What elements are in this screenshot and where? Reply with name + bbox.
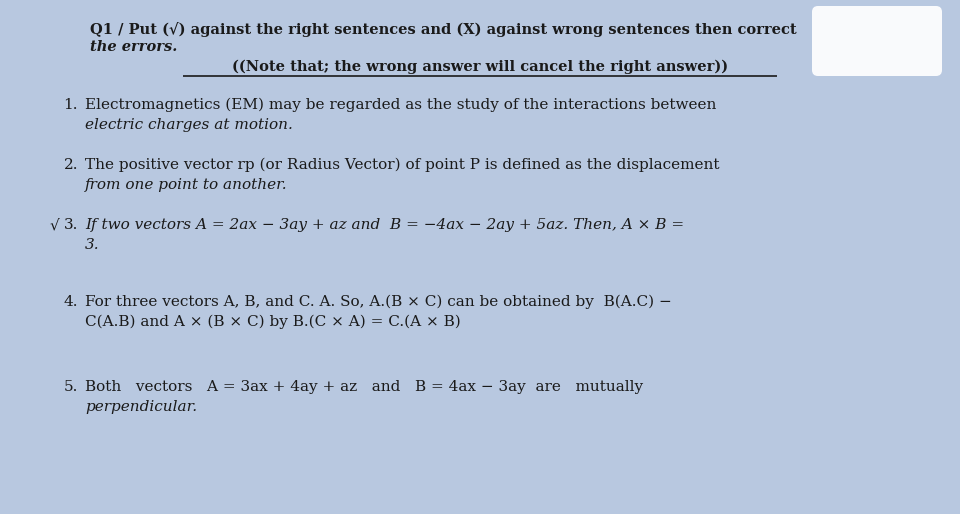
Text: The positive vector rp (or Radius Vector) of point P is defined as the displacem: The positive vector rp (or Radius Vector… [85, 158, 719, 172]
Text: electric charges at motion.: electric charges at motion. [85, 118, 293, 132]
Text: For three vectors A, B, and C. A. So, A.(B × C) can be obtained by  B(A.C) −: For three vectors A, B, and C. A. So, A.… [85, 295, 672, 309]
Text: Both   vectors   A = 3ax + 4ay + az   and   B = 4ax − 3ay  are   mutually: Both vectors A = 3ax + 4ay + az and B = … [85, 380, 643, 394]
Text: the errors.: the errors. [90, 40, 178, 54]
Text: Electromagnetics (EM) may be regarded as the study of the interactions between: Electromagnetics (EM) may be regarded as… [85, 98, 716, 113]
Text: √: √ [50, 218, 60, 232]
Text: perpendicular.: perpendicular. [85, 400, 197, 414]
Text: 1.: 1. [63, 98, 78, 112]
Text: 3.: 3. [63, 218, 78, 232]
Text: from one point to another.: from one point to another. [85, 178, 288, 192]
Text: 5.: 5. [63, 380, 78, 394]
FancyBboxPatch shape [812, 6, 942, 76]
Text: Q1 / Put (√) against the right sentences and (X) against wrong sentences then co: Q1 / Put (√) against the right sentences… [90, 22, 797, 37]
Text: ((Note that; the wrong answer will cancel the right answer)): ((Note that; the wrong answer will cance… [232, 60, 728, 75]
Text: 3.: 3. [85, 238, 100, 252]
Text: 4.: 4. [63, 295, 78, 309]
Text: If two vectors A = 2ax − 3ay + az and  B = −4ax − 2ay + 5az. Then, A × B =: If two vectors A = 2ax − 3ay + az and B … [85, 218, 684, 232]
Text: 2.: 2. [63, 158, 78, 172]
Text: C(A.B) and A × (B × C) by B.(C × A) = C.(A × B): C(A.B) and A × (B × C) by B.(C × A) = C.… [85, 315, 461, 329]
